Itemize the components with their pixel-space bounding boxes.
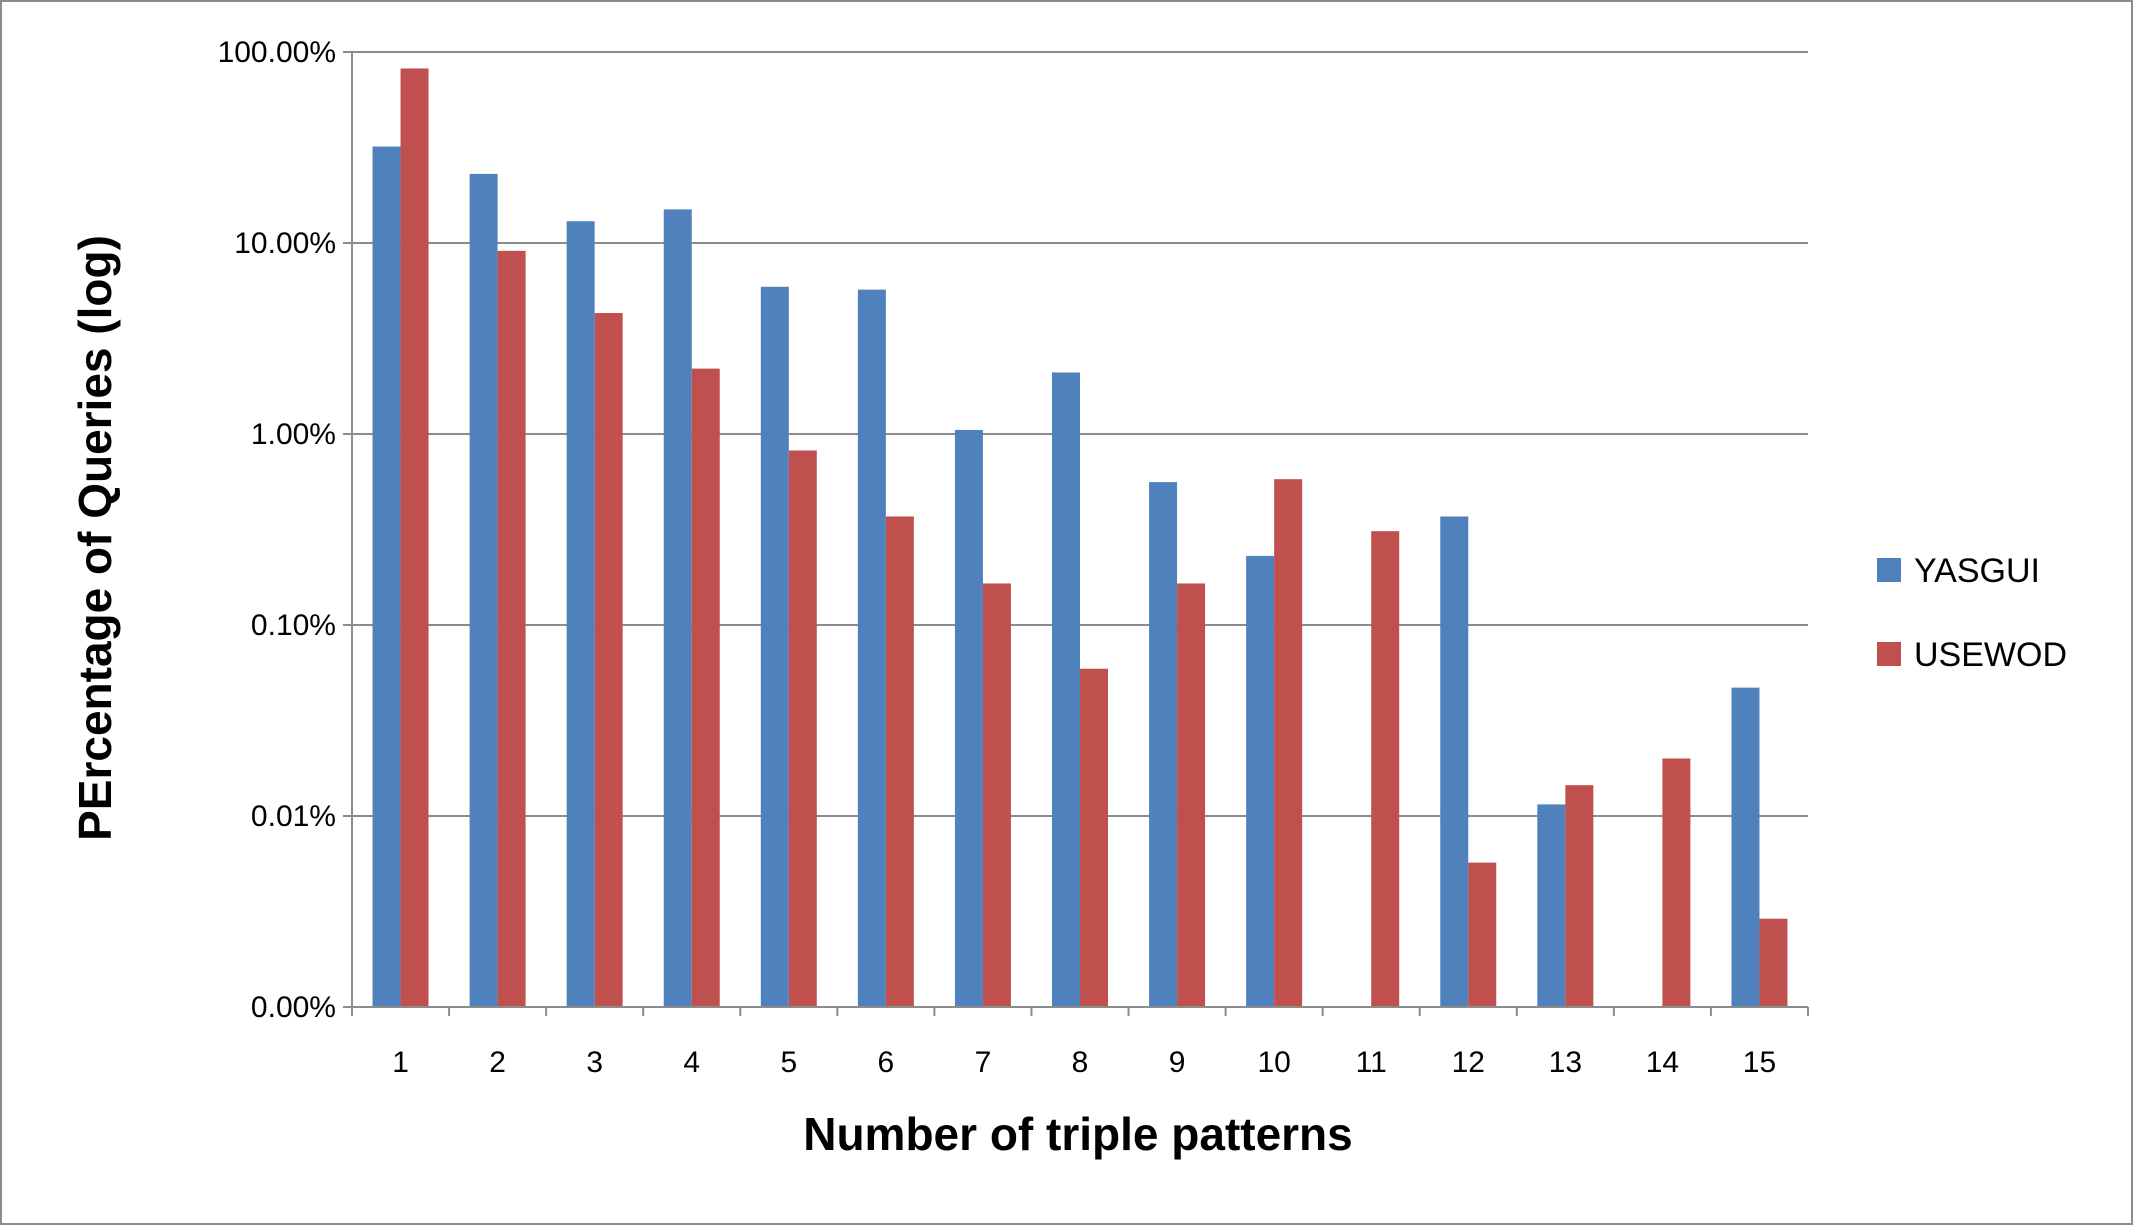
bar-usewod-14 [1662,758,1691,1007]
x-tick-label: 10 [1257,1046,1290,1079]
x-tick-labels: 1 2 3 4 5 6 7 8 9 10 11 12 13 14 15 [392,1046,1776,1079]
x-tick-label: 4 [683,1046,700,1079]
bar-yasgui-13 [1537,804,1566,1007]
x-tick-label: 13 [1549,1046,1582,1079]
bar-yasgui-8 [1052,372,1080,1007]
y-tick-label: 1.00% [251,418,336,451]
legend-swatch-usewod [1877,642,1901,666]
x-tick-label: 8 [1072,1046,1089,1079]
bar-usewod-10 [1274,479,1303,1007]
x-tick-label: 11 [1356,1046,1387,1079]
bar-usewod-12 [1468,862,1497,1007]
bar-usewod-2 [497,250,526,1007]
axes [343,51,1809,1016]
legend-label-usewod: USEWOD [1914,636,2067,674]
bar-yasgui-2 [469,173,498,1008]
x-tick-label: 6 [878,1046,895,1079]
y-tick-labels: 0.00% 0.01% 0.10% 1.00% 10.00% 100.00% [218,36,336,1024]
bars [372,68,1788,1008]
bar-usewod-11 [1371,531,1400,1007]
legend-swatch-yasgui [1877,558,1901,582]
y-tick-label: 0.10% [251,609,336,642]
bar-usewod-8 [1080,668,1108,1007]
bar-usewod-5 [788,450,817,1007]
x-tick-label: 7 [975,1046,992,1079]
bar-usewod-13 [1565,785,1594,1007]
legend-label-yasgui: YASGUI [1914,552,2040,590]
y-tick-label: 10.00% [234,227,336,260]
x-tick-label: 14 [1646,1046,1679,1079]
x-tick-label: 5 [780,1046,797,1079]
x-tick-label: 15 [1743,1046,1776,1079]
x-tick-label: 1 [392,1046,409,1079]
x-tick-label: 9 [1169,1046,1186,1079]
bar-yasgui-9 [1149,482,1178,1008]
bar-usewod-4 [691,368,720,1007]
bar-usewod-1 [400,68,429,1008]
bar-yasgui-1 [372,146,401,1007]
legend: YASGUI USEWOD [1877,552,2067,674]
x-axis-title: Number of triple patterns [803,1108,1353,1160]
y-axis-title: PErcentage of Queries (log) [69,235,121,841]
bar-usewod-3 [594,313,623,1007]
bar-usewod-15 [1759,918,1788,1007]
bar-usewod-6 [885,516,914,1007]
bar-yasgui-7 [954,429,983,1007]
x-tick-label: 2 [489,1046,506,1079]
bar-yasgui-3 [566,221,595,1007]
bar-usewod-9 [1177,583,1206,1007]
y-tick-label: 100.00% [218,36,336,69]
bar-yasgui-12 [1440,516,1469,1007]
y-tick-label: 0.01% [251,800,336,833]
bar-yasgui-6 [857,289,886,1007]
bar-yasgui-5 [760,286,789,1007]
y-tick-label: 0.00% [251,991,336,1024]
bar-yasgui-15 [1731,687,1760,1007]
x-tick-label: 3 [586,1046,603,1079]
x-tick-label: 12 [1452,1046,1485,1079]
bar-yasgui-10 [1246,555,1275,1007]
bar-usewod-7 [982,583,1011,1007]
bar-yasgui-4 [663,209,692,1007]
